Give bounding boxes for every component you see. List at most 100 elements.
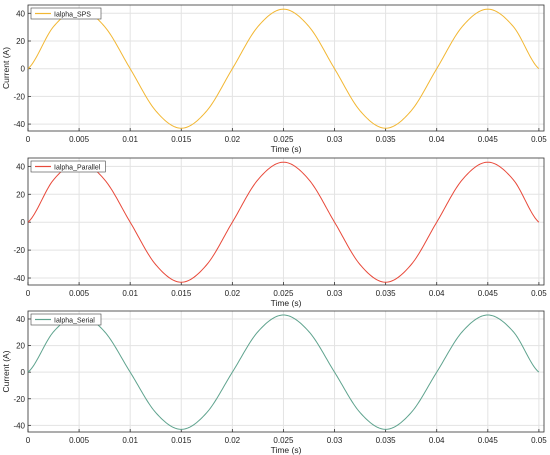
data-point — [206, 264, 207, 265]
axes-box — [27, 4, 545, 132]
data-point — [181, 128, 182, 129]
data-point — [53, 331, 54, 332]
x-tick-label: 0.01 — [122, 436, 138, 445]
legend-label: Ialpha_Parallel — [54, 164, 101, 171]
series-line-ialpha-parallel — [27, 161, 540, 283]
data-point — [436, 68, 437, 69]
chart-panel-2: 0 0.005 0.01 0.015 0.02 0.025 0.03 0.035 0.04 0.0… — [13, 157, 547, 308]
data-point — [130, 68, 131, 69]
data-point — [53, 179, 54, 180]
data-point — [359, 264, 360, 265]
legend-box — [30, 160, 106, 173]
plot-area — [28, 5, 544, 131]
x-tick-label: 0.01 — [122, 289, 138, 298]
x-tick-label: 0.005 — [69, 289, 90, 298]
data-point — [513, 331, 514, 332]
legend-label: Ialpha_Serial — [54, 317, 95, 324]
legend-label: Ialpha_SPS — [54, 11, 91, 18]
y-tick-label: -40 — [13, 274, 25, 283]
y-tick-label: 0 — [21, 65, 26, 74]
data-point — [130, 372, 131, 373]
x-tick-label: 0.015 — [171, 135, 192, 144]
data-point — [359, 412, 360, 413]
y-tick-label: 20 — [16, 190, 25, 199]
data-point — [334, 372, 335, 373]
x-tick-label: 0.04 — [429, 135, 445, 144]
legend-box — [30, 313, 102, 326]
x-tick-label: 0.02 — [225, 289, 241, 298]
x-tick-label: 0.005 — [69, 135, 90, 144]
chart-panel-1: 0 0.005 0.01 0.015 0.02 0.025 0.03 0.035 0.04 0.0… — [1, 4, 547, 154]
data-point — [257, 179, 258, 180]
data-point — [334, 222, 335, 223]
y-tick-label: 20 — [16, 342, 25, 351]
x-tick-label: 0.025 — [273, 289, 294, 298]
x-tick-label: 0.045 — [478, 436, 499, 445]
data-point — [538, 372, 539, 373]
y-tick-label: 40 — [16, 9, 25, 18]
data-point — [232, 222, 233, 223]
x-tick-label: 0 — [26, 436, 31, 445]
data-point — [308, 179, 309, 180]
legend-box — [30, 7, 102, 20]
data-point — [283, 9, 284, 10]
data-point — [155, 264, 156, 265]
data-point — [334, 68, 335, 69]
x-tick-label: 0.015 — [171, 289, 192, 298]
data-point — [462, 179, 463, 180]
data-point — [411, 412, 412, 413]
x-tick-label: 0.005 — [69, 436, 90, 445]
y-tick-label: -20 — [13, 92, 25, 101]
x-tick-label: 0.025 — [273, 436, 294, 445]
y-axis-label: Current (A) — [1, 47, 11, 89]
x-tick-label: 0.05 — [531, 436, 547, 445]
data-point — [104, 331, 105, 332]
data-point — [538, 222, 539, 223]
data-point — [385, 128, 386, 129]
legend: Ialpha_SPS — [30, 7, 102, 20]
y-tick-label: 40 — [16, 162, 25, 171]
legend: Ialpha_Serial — [30, 313, 102, 326]
data-point — [436, 372, 437, 373]
data-point — [513, 26, 514, 27]
x-tick-label: 0.04 — [429, 289, 445, 298]
x-tick-label: 0.03 — [327, 135, 343, 144]
data-point — [385, 282, 386, 283]
x-tick-label: 0.03 — [327, 289, 343, 298]
data-point — [513, 179, 514, 180]
data-point — [411, 110, 412, 111]
data-point — [308, 331, 309, 332]
x-tick-label: 0.05 — [531, 289, 547, 298]
y-tick-label: -40 — [13, 120, 25, 129]
data-point — [130, 222, 131, 223]
data-point — [206, 110, 207, 111]
data-point — [27, 372, 28, 373]
data-point — [462, 26, 463, 27]
y-tick-label: 0 — [21, 368, 26, 377]
data-point — [487, 9, 488, 10]
x-tick-label: 0.045 — [478, 135, 499, 144]
x-tick-label: 0.04 — [429, 436, 445, 445]
x-axis-label: Time (s) — [271, 298, 302, 308]
y-tick-label: 40 — [16, 315, 25, 324]
x-tick-label: 0.035 — [376, 436, 397, 445]
data-point — [181, 282, 182, 283]
data-point — [53, 26, 54, 27]
x-axis-label: Time (s) — [271, 144, 302, 154]
y-tick-label: 20 — [16, 37, 25, 46]
x-tick-label: 0.035 — [376, 289, 397, 298]
data-point — [155, 110, 156, 111]
data-point — [181, 429, 182, 430]
series-line-ialpha-serial — [27, 314, 540, 430]
x-tick-label: 0 — [26, 135, 31, 144]
x-axis-label: Time (s) — [271, 445, 302, 455]
data-point — [283, 314, 284, 315]
x-tick-label: 0.045 — [478, 289, 499, 298]
data-point — [487, 162, 488, 163]
data-point — [104, 26, 105, 27]
y-tick-label: -20 — [13, 395, 25, 404]
series-line-ialpha-sps — [27, 8, 540, 129]
y-tick-label: -20 — [13, 246, 25, 255]
data-point — [104, 179, 105, 180]
